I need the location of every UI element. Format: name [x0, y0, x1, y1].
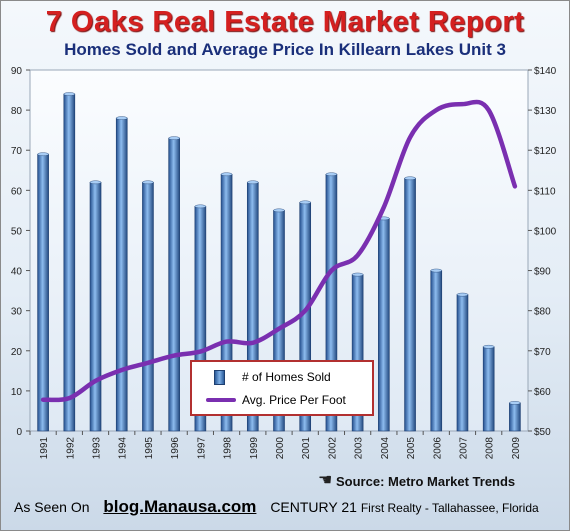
x-tick-label: 2009 [511, 437, 522, 460]
right-axis: $50 $60 $70 $80 $90 $100 $110 $120 $130 $140 [528, 66, 557, 438]
bar-homes-sold [168, 137, 180, 432]
x-tick-label: 1991 [39, 437, 50, 460]
x-tick-label: 1995 [144, 437, 155, 460]
x-tick-label: 1998 [223, 437, 234, 460]
bar-homes-sold [37, 153, 49, 432]
bar-homes-sold [115, 117, 128, 432]
right-tick-label: $80 [534, 307, 551, 318]
x-tick-label: 1992 [65, 437, 76, 460]
bar-cap [430, 268, 442, 273]
left-tick-label: 80 [11, 106, 23, 117]
bar-cap [168, 136, 180, 140]
bar-cap [404, 176, 416, 181]
bar-homes-sold [456, 294, 469, 432]
bar-cap [63, 92, 76, 96]
legend-line-swatch [206, 398, 236, 402]
bar-homes-sold [509, 402, 521, 432]
right-tick-label: $130 [534, 106, 557, 117]
left-tick-label: 40 [11, 267, 23, 278]
bar-homes-sold [378, 218, 390, 432]
right-tick-label: $100 [534, 226, 557, 237]
right-tick-label: $60 [534, 387, 551, 398]
footer-brand: CENTURY 21 [270, 499, 357, 515]
right-tick-label: $90 [534, 267, 551, 278]
left-tick-label: 10 [11, 387, 23, 398]
footer: As Seen On blog.Manausa.com CENTURY 21 F… [14, 497, 564, 517]
bar-cap [482, 344, 495, 349]
bar-homes-sold [482, 346, 495, 432]
x-tick-label: 2000 [275, 437, 286, 460]
bar-homes-sold [430, 270, 443, 432]
x-tick-label: 1999 [249, 437, 260, 460]
bar-homes-sold [142, 182, 154, 432]
source-note: Source: Metro Market Trends [336, 474, 516, 489]
x-tick-label: 2003 [354, 437, 365, 460]
left-tick-label: 60 [11, 186, 23, 197]
left-tick-label: 50 [11, 226, 23, 237]
x-tick-label: 1994 [118, 437, 129, 460]
bar-cap [142, 180, 154, 185]
left-tick-label: 70 [11, 146, 23, 157]
x-axis: 1991 1992 1993 1994 1995 1996 1997 1998 1999 2000… [29, 431, 522, 460]
bar-homes-sold [404, 178, 416, 432]
bar-cap [247, 180, 259, 185]
line-series [40, 99, 518, 403]
chart-title: 7 Oaks Real Estate Market Report [45, 6, 525, 38]
hand-cursor-icon: ☚ [318, 472, 333, 489]
left-axis: 0 10 20 30 40 50 60 70 80 90 [11, 66, 30, 438]
footer-as-seen-on: As Seen On [14, 499, 90, 515]
bar-cap [456, 292, 469, 297]
right-tick-label: $120 [534, 146, 557, 157]
x-tick-label: 1996 [170, 437, 181, 460]
bar-series [37, 92, 521, 432]
x-tick-label: 1993 [92, 437, 103, 460]
x-tick-label: 2002 [327, 437, 338, 460]
x-tick-label: 2004 [380, 437, 391, 460]
bar-cap [194, 204, 207, 209]
bar-cap [37, 152, 49, 157]
bar-homes-sold [89, 182, 102, 432]
bar-cap [89, 180, 102, 185]
footer-blog-link[interactable]: blog.Manausa.com [103, 497, 257, 516]
left-tick-label: 90 [11, 66, 23, 77]
x-tick-label: 2008 [485, 437, 496, 460]
legend-label-price-per-foot: Avg. Price Per Foot [242, 393, 346, 407]
bar-cap [509, 401, 521, 405]
x-tick-label: 2006 [432, 437, 443, 460]
bar-cap [220, 172, 233, 177]
left-tick-label: 20 [11, 347, 23, 358]
x-tick-label: 2005 [406, 437, 417, 460]
right-tick-label: $70 [534, 347, 551, 358]
bar-cap [116, 116, 128, 120]
chart-legend: # of Homes Sold Avg. Price Per Foot [190, 360, 374, 416]
left-tick-label: 30 [11, 307, 23, 318]
bar-homes-sold [63, 93, 76, 432]
x-tick-label: 2007 [458, 437, 469, 460]
bar-cap [351, 272, 364, 277]
right-tick-label: $50 [534, 427, 551, 438]
bar-cap [299, 200, 311, 205]
bar-cap [325, 172, 338, 177]
footer-brand-tail: First Realty - Tallahassee, Florida [360, 501, 539, 515]
right-tick-label: $140 [534, 66, 557, 77]
x-tick-label: 1997 [196, 437, 207, 460]
left-tick-label: 0 [16, 427, 22, 438]
right-tick-label: $110 [534, 186, 556, 197]
x-tick-label: 2001 [301, 437, 312, 460]
legend-label-homes-sold: # of Homes Sold [242, 370, 331, 384]
bar-cap [273, 208, 285, 213]
chart-subtitle: Homes Sold and Average Price In Killearn… [64, 40, 506, 59]
legend-bar-swatch [214, 370, 225, 385]
